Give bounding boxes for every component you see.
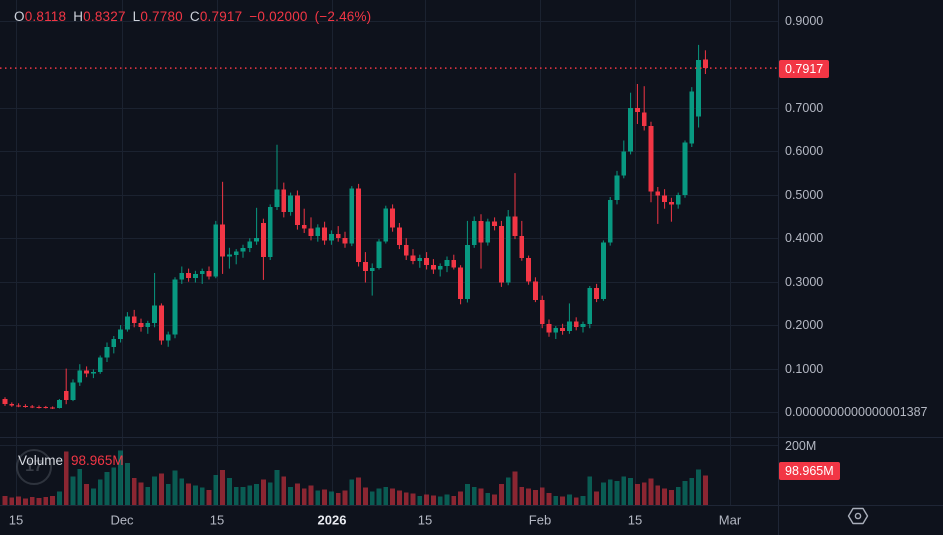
price-tick-label: 0.7000: [785, 100, 824, 115]
open-value: 0.8118: [24, 9, 67, 24]
time-tick-label: 15: [417, 512, 433, 528]
price-tick-label: 0.1000: [785, 361, 824, 376]
time-tick-label: 15: [8, 512, 24, 528]
time-tick-label: 15: [209, 512, 225, 528]
time-axis[interactable]: 15 Dec 15 2026 15 Feb 15 Mar: [0, 505, 943, 535]
volume-tick-label: 200M: [785, 439, 817, 453]
price-tick-label: 0.4000: [785, 231, 824, 246]
change-percent: (−2.46%): [314, 9, 372, 24]
price-tick-label: 0.9000: [785, 14, 824, 28]
ohlc-legend: O0.8118 H0.8327 L0.7780 C0.7917 −0.02000 (−2.…: [14, 9, 378, 24]
high-label: H: [73, 9, 84, 24]
last-price-badge: 0.7917: [779, 60, 830, 78]
change-value: −0.02000: [249, 9, 308, 24]
volume-label: Volume: [18, 453, 64, 468]
price-tick-label: 0.5000: [785, 187, 824, 202]
close-label: C: [189, 9, 200, 24]
symbol-watermark: 17: [16, 449, 52, 485]
time-tick-label: 2026: [317, 512, 347, 528]
low-label: L: [132, 9, 141, 24]
volume-legend: Volume 98.965M: [18, 453, 124, 468]
low-value: 0.7780: [140, 9, 183, 24]
gear-icon: [847, 507, 869, 525]
price-tick-label: 0.6000: [785, 144, 824, 159]
pane-divider[interactable]: [0, 437, 943, 438]
price-tick-label: 0.0000000000000001387: [785, 405, 928, 419]
time-tick-label: Dec: [110, 512, 134, 528]
open-label: O: [14, 9, 25, 24]
close-value: 0.7917: [199, 9, 243, 24]
volume-value: 98.965M: [71, 453, 124, 468]
time-tick-label: 15: [627, 512, 643, 528]
scale-settings-button[interactable]: [845, 503, 871, 529]
time-axis-divider: [0, 505, 943, 506]
last-volume-badge: 98.965M: [779, 462, 840, 480]
time-tick-label: Mar: [718, 512, 742, 528]
price-tick-label: 0.3000: [785, 274, 824, 289]
price-tick-label: 0.2000: [785, 318, 824, 333]
high-value: 0.8327: [83, 9, 126, 24]
price-axis[interactable]: 0.7917 98.965M 0.9000 0.7000 0.6000 0.5000 0…: [778, 0, 943, 505]
time-tick-label: Feb: [528, 512, 552, 528]
price-axis-divider: [778, 0, 779, 535]
